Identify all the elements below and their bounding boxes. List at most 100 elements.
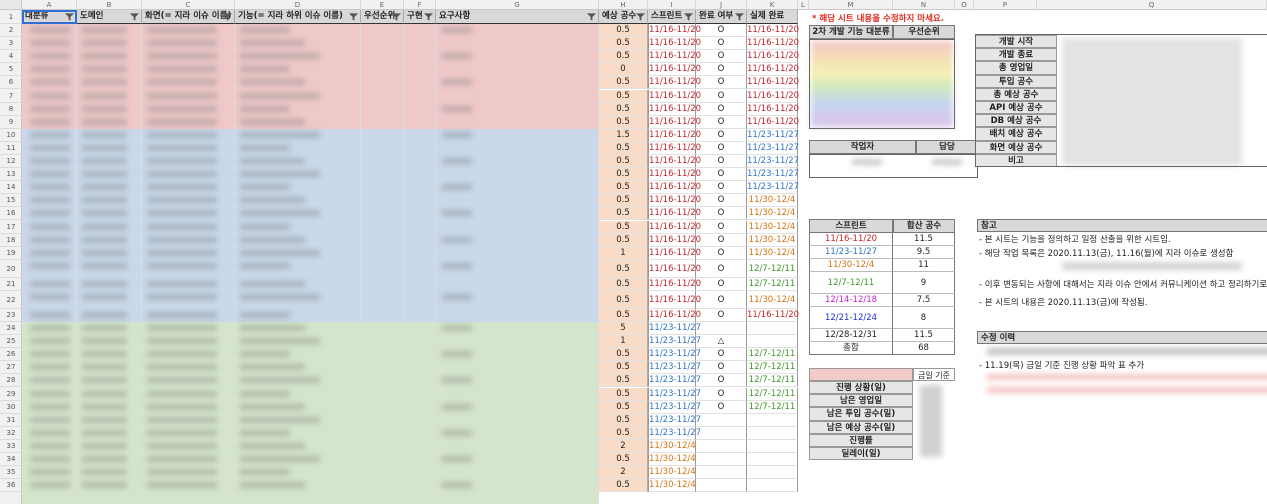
sprint-cell[interactable]: 11/23-11/27 xyxy=(648,348,701,362)
header-e[interactable]: 우선순위 xyxy=(361,10,404,24)
sprint-cell[interactable]: 11/16-11/20 xyxy=(648,89,701,103)
actual-done-cell[interactable]: 11/23-11/27 xyxy=(747,141,799,155)
done-cell[interactable]: △ xyxy=(696,335,747,349)
sprint-cell[interactable]: 11/16-11/20 xyxy=(648,37,701,51)
column-letter-a[interactable]: A xyxy=(22,0,77,10)
done-cell[interactable]: O xyxy=(696,220,747,234)
estimate-cell[interactable]: 0.5 xyxy=(599,207,648,221)
sprint-cell[interactable]: 11/16-11/20 xyxy=(648,155,701,169)
header-f[interactable]: 구현 xyxy=(404,10,436,24)
done-cell[interactable]: O xyxy=(696,63,747,77)
sprint-cell[interactable]: 11/16-11/20 xyxy=(648,168,701,182)
done-cell[interactable]: O xyxy=(696,400,747,414)
column-letter-d[interactable]: D xyxy=(235,0,361,10)
selected-cell-a1[interactable] xyxy=(22,10,77,24)
done-cell[interactable]: O xyxy=(696,89,747,103)
sprint-cell[interactable]: 11/16-11/20 xyxy=(648,141,701,155)
row-number-35[interactable]: 35 xyxy=(0,466,22,480)
actual-done-cell[interactable]: 11/16-11/20 xyxy=(747,102,799,116)
estimate-cell[interactable]: 0.5 xyxy=(599,348,648,362)
row-number-11[interactable]: 11 xyxy=(0,142,22,155)
sprint-cell[interactable]: 11/23-11/27 xyxy=(648,400,701,414)
filter-icon[interactable] xyxy=(392,13,401,21)
actual-done-cell[interactable]: 11/16-11/20 xyxy=(747,24,799,38)
filter-icon[interactable] xyxy=(636,13,645,21)
row-number-25[interactable]: 25 xyxy=(0,335,22,349)
actual-done-cell[interactable]: 12/7-12/11 xyxy=(747,387,798,401)
row-number-7[interactable]: 7 xyxy=(0,90,22,103)
actual-done-cell[interactable]: 11/30-12/4 xyxy=(747,207,798,221)
row-number-34[interactable]: 34 xyxy=(0,453,22,467)
column-letter-f[interactable]: F xyxy=(404,0,436,10)
row-number-19[interactable]: 19 xyxy=(0,247,22,260)
actual-done-cell[interactable] xyxy=(747,466,798,480)
row-number-9[interactable]: 9 xyxy=(0,116,22,129)
header-b[interactable]: 도메인 xyxy=(77,10,142,24)
column-letter-k[interactable]: K xyxy=(747,0,798,10)
actual-done-cell[interactable]: 11/16-11/20 xyxy=(747,115,799,129)
sprint-cell[interactable]: 11/23-11/27 xyxy=(648,426,701,440)
estimate-cell[interactable]: 0.5 xyxy=(599,453,648,467)
estimate-cell[interactable]: 0.5 xyxy=(599,374,648,388)
done-cell[interactable]: O xyxy=(696,233,747,247)
sprint-cell[interactable]: 11/30-12/4 xyxy=(648,453,696,467)
row-number-32[interactable]: 32 xyxy=(0,427,22,440)
sprint-cell[interactable]: 11/23-11/27 xyxy=(648,322,701,336)
done-cell[interactable]: O xyxy=(696,246,747,260)
actual-done-cell[interactable] xyxy=(747,439,798,453)
row-number-17[interactable]: 17 xyxy=(0,221,22,234)
header-h[interactable]: 예상 공수 xyxy=(599,10,648,24)
sprint-cell[interactable]: 11/23-11/27 xyxy=(648,335,701,349)
actual-done-cell[interactable]: 12/7-12/11 xyxy=(747,277,798,291)
estimate-cell[interactable]: 2 xyxy=(599,466,648,480)
sprint-cell[interactable]: 11/16-11/20 xyxy=(648,290,701,309)
actual-done-cell[interactable] xyxy=(747,335,798,349)
sprint-cell[interactable]: 11/16-11/20 xyxy=(648,102,701,116)
row-number-18[interactable]: 18 xyxy=(0,234,22,247)
estimate-cell[interactable]: 0.5 xyxy=(599,194,648,208)
row-number-28[interactable]: 28 xyxy=(0,374,22,388)
sprint-cell[interactable]: 11/16-11/20 xyxy=(648,207,701,221)
done-cell[interactable] xyxy=(696,322,747,336)
column-letter-o[interactable]: O xyxy=(955,0,974,10)
estimate-cell[interactable]: 0.5 xyxy=(599,115,648,129)
row-number-1[interactable]: 1 xyxy=(0,10,22,24)
done-cell[interactable] xyxy=(696,413,747,427)
row-number-36[interactable]: 36 xyxy=(0,479,22,493)
done-cell[interactable]: O xyxy=(696,290,747,309)
actual-done-cell[interactable]: 11/16-11/20 xyxy=(747,37,799,51)
estimate-cell[interactable]: 0.5 xyxy=(599,413,648,427)
done-cell[interactable]: O xyxy=(696,348,747,362)
row-number-4[interactable]: 4 xyxy=(0,50,22,64)
row-number-6[interactable]: 6 xyxy=(0,76,22,90)
header-g[interactable]: 요구사항 xyxy=(436,10,599,24)
actual-done-cell[interactable] xyxy=(747,426,798,440)
header-c[interactable]: 화면(= 지라 이슈 이름) xyxy=(142,10,235,24)
estimate-cell[interactable]: 0.5 xyxy=(599,141,648,155)
actual-done-cell[interactable]: 11/23-11/27 xyxy=(747,168,799,182)
sprint-cell[interactable]: 11/16-11/20 xyxy=(648,246,701,260)
actual-done-cell[interactable]: 11/16-11/20 xyxy=(747,89,799,103)
actual-done-cell[interactable]: 11/30-12/4 xyxy=(747,290,798,309)
estimate-cell[interactable]: 0.5 xyxy=(599,277,648,291)
done-cell[interactable]: O xyxy=(696,115,747,129)
sprint-cell[interactable]: 11/16-11/20 xyxy=(648,220,701,234)
estimate-cell[interactable]: 0.5 xyxy=(599,361,648,375)
filter-icon[interactable] xyxy=(424,13,433,21)
row-number-15[interactable]: 15 xyxy=(0,194,22,208)
done-cell[interactable]: O xyxy=(696,277,747,291)
filter-icon[interactable] xyxy=(587,13,596,21)
done-cell[interactable]: O xyxy=(696,374,747,388)
done-cell[interactable]: O xyxy=(696,37,747,51)
header-j[interactable]: 완료 여부 xyxy=(696,10,747,24)
actual-done-cell[interactable]: 11/30-12/4 xyxy=(747,220,798,234)
header-i[interactable]: 스프린트 xyxy=(648,10,696,24)
row-number-31[interactable]: 31 xyxy=(0,414,22,427)
row-number-14[interactable]: 14 xyxy=(0,181,22,195)
sprint-cell[interactable]: 11/16-11/20 xyxy=(648,63,701,77)
column-letter-h[interactable]: H xyxy=(599,0,648,10)
row-number-16[interactable]: 16 xyxy=(0,207,22,221)
filter-icon[interactable] xyxy=(684,13,693,21)
row-number-24[interactable]: 24 xyxy=(0,322,22,336)
